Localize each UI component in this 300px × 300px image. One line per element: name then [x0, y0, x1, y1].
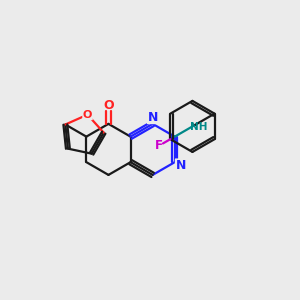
Text: O: O — [103, 99, 114, 112]
Text: N: N — [148, 111, 158, 124]
Text: O: O — [83, 110, 92, 120]
Text: N: N — [176, 159, 186, 172]
Text: NH: NH — [190, 122, 207, 132]
Text: F: F — [155, 140, 163, 152]
